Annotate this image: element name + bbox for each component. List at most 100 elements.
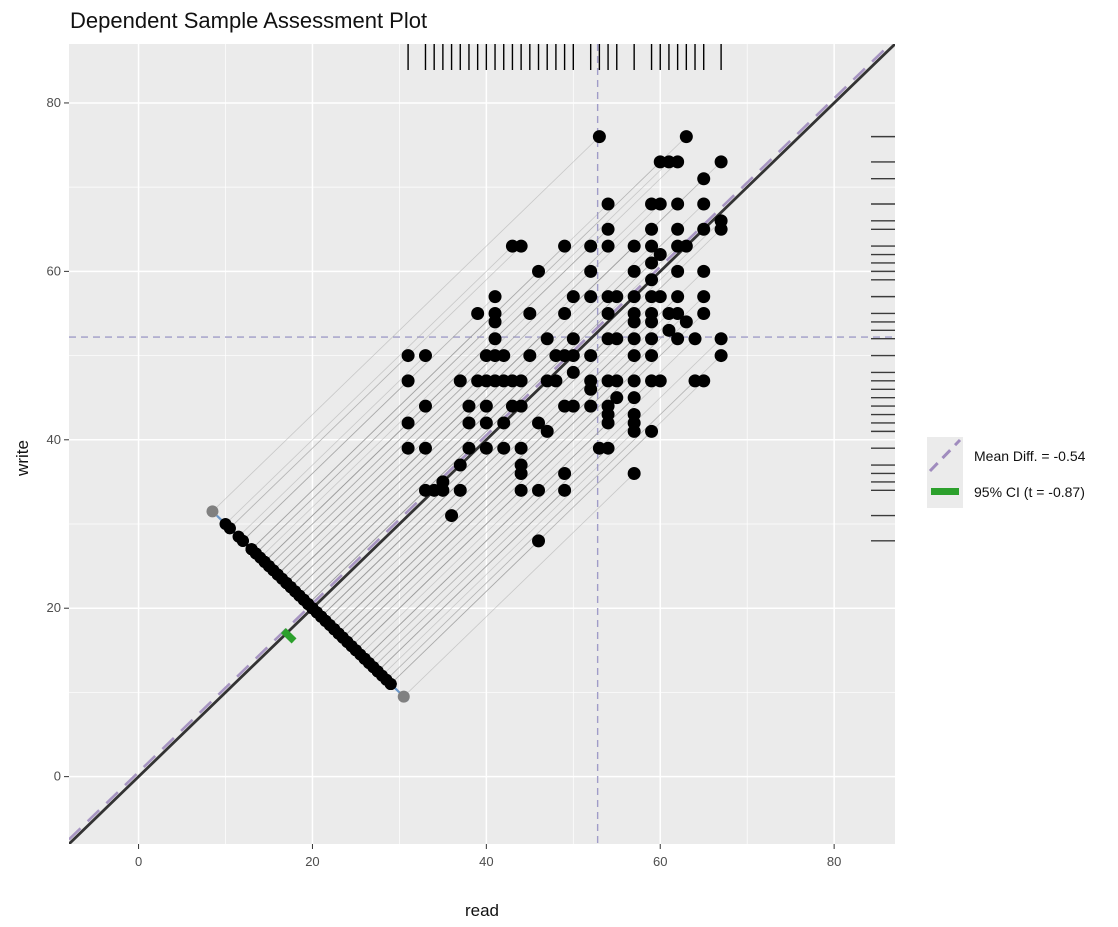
y-tick-label: 0 [54, 769, 61, 784]
projection-line [320, 296, 652, 617]
projection-line [273, 203, 652, 571]
x-axis-label: read [465, 901, 499, 920]
x-tick-label: 0 [135, 854, 142, 869]
data-point [671, 306, 685, 320]
projection-line [277, 355, 505, 575]
data-point [488, 332, 502, 346]
projection-line [364, 338, 696, 660]
projection-line [368, 473, 565, 664]
projection-line [307, 313, 609, 605]
projection-line [264, 405, 426, 563]
projection-line [355, 313, 704, 651]
x-tick-label: 40 [479, 854, 493, 869]
data-point [653, 197, 667, 211]
projected-point [236, 534, 249, 547]
y-tick-label: 20 [47, 600, 61, 615]
projection-line [273, 355, 496, 571]
data-point [601, 222, 615, 236]
data-point [601, 408, 615, 422]
data-point [610, 391, 624, 405]
legend-label-mean-diff: Mean Diff. = -0.54 [974, 448, 1086, 464]
projection-line [329, 422, 539, 626]
y-tick-label: 80 [47, 95, 61, 110]
data-point [697, 222, 711, 236]
data-point [488, 306, 502, 320]
confidence-interval-bar [280, 628, 297, 644]
x-tick-label: 60 [653, 854, 667, 869]
data-point [584, 264, 598, 278]
projection-line [303, 355, 557, 601]
projection-line [299, 380, 522, 596]
data-point [558, 466, 572, 480]
data-point [697, 374, 711, 388]
data-point [671, 222, 685, 236]
data-point [523, 306, 537, 320]
data-point [671, 290, 685, 304]
data-point [558, 306, 572, 320]
data-point [627, 408, 641, 422]
projected-point [206, 505, 219, 518]
data-point [645, 349, 659, 363]
projection-line [346, 473, 522, 643]
projected-point [358, 652, 371, 665]
data-point [671, 332, 685, 346]
data-point [453, 483, 467, 497]
projection-line [325, 296, 661, 622]
data-point [610, 332, 624, 346]
projection-line [355, 490, 522, 651]
data-points [401, 130, 728, 548]
data-point [627, 290, 641, 304]
data-point [688, 332, 702, 346]
projection-line [277, 203, 661, 575]
projection-line [390, 540, 539, 685]
projection-line [299, 228, 678, 596]
data-point [514, 483, 528, 497]
projection-line [229, 355, 409, 529]
data-point [662, 323, 676, 337]
data-point [584, 290, 598, 304]
projection-line [377, 447, 609, 672]
projection-line [333, 447, 522, 630]
data-point [584, 239, 598, 253]
projection-line [333, 321, 652, 630]
projection-line [386, 355, 722, 681]
projection-line [286, 380, 496, 584]
y-axis-label: write [13, 440, 32, 477]
data-point [679, 239, 693, 253]
projection-line [255, 136, 687, 554]
data-point [627, 239, 641, 253]
data-point [645, 239, 659, 253]
projection-line [307, 405, 513, 605]
projection-line [299, 271, 635, 596]
projection-line [268, 355, 487, 567]
data-point [679, 130, 693, 144]
projection-line [351, 355, 652, 647]
projected-point [280, 576, 293, 589]
projection-line [325, 321, 635, 622]
data-point [540, 424, 554, 438]
data-point [645, 306, 659, 320]
data-point [671, 197, 685, 211]
data-point [558, 483, 572, 497]
projected-points [206, 505, 410, 703]
data-point [679, 315, 693, 329]
data-point [627, 374, 641, 388]
projection-line [255, 161, 661, 554]
projection-line [377, 422, 635, 672]
data-point [601, 306, 615, 320]
projection-line [355, 405, 609, 651]
projection-line [290, 355, 531, 588]
data-point [436, 475, 450, 489]
data-point [532, 264, 546, 278]
chart-title: Dependent Sample Assessment Plot [70, 8, 427, 33]
data-point [514, 441, 528, 455]
projection-line [242, 380, 409, 542]
projection-line [294, 380, 513, 592]
projection-line [403, 473, 635, 697]
data-point [514, 374, 528, 388]
projection-line [290, 380, 505, 588]
projection-line [333, 515, 452, 630]
projection-line [251, 313, 496, 550]
data-point [653, 290, 667, 304]
projection-line [281, 296, 574, 580]
